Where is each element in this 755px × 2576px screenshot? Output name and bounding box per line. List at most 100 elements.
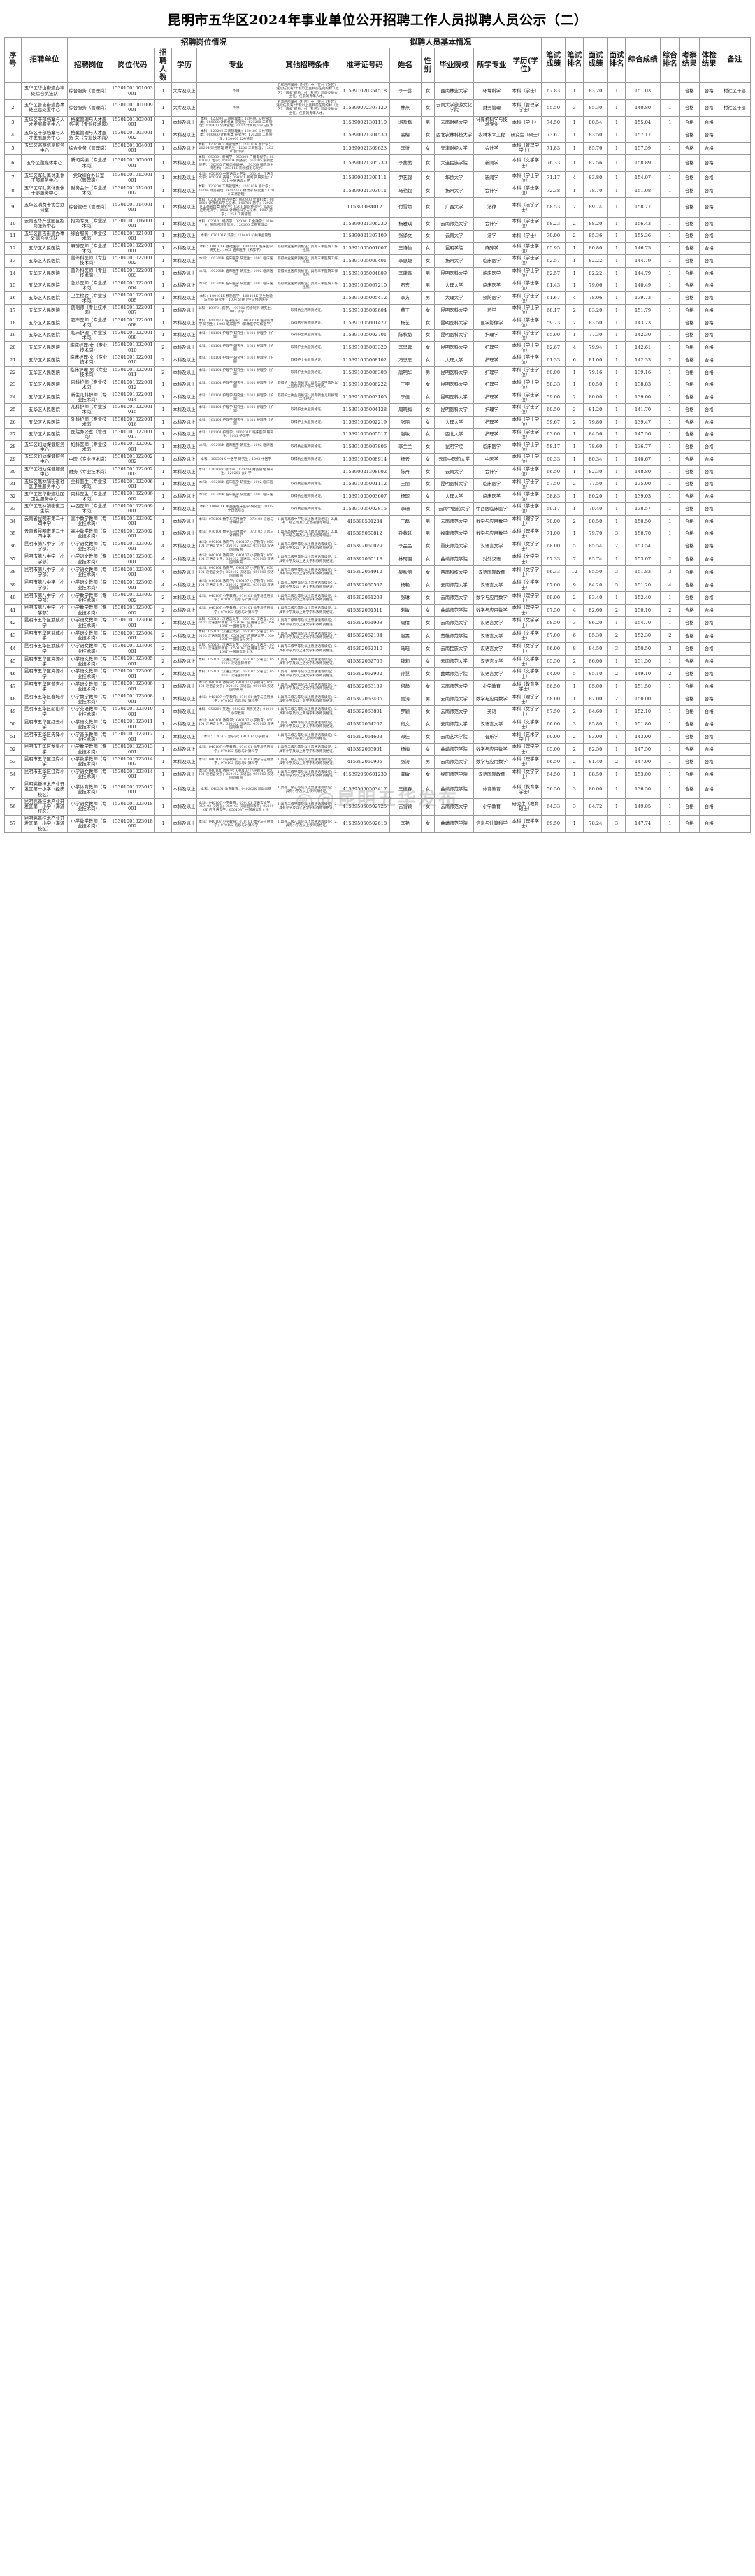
row-major: 本科：101101 护理学；100201K 临床医学 研究生：1011 护理学 <box>196 428 276 442</box>
row-name: 李珊 <box>389 502 422 516</box>
row-school: 昆明医科大学 <box>434 304 475 317</box>
row-total-score: 147.50 <box>625 743 661 756</box>
table-row: 30 五华区妇幼保健服务中心 财务（专业技术岗） 15301001022002003 1… <box>4 465 752 479</box>
row-interview-rank: 1 <box>607 154 626 172</box>
row-index: 35 <box>4 527 22 541</box>
row-name: 张译文 <box>389 229 422 243</box>
row-unit: 五华区普吉街道办事处综合执法队 <box>20 229 69 243</box>
row-headcount: 1 <box>154 453 172 466</box>
row-index: 52 <box>4 743 22 756</box>
row-gender: 女 <box>420 815 436 833</box>
row-exam-number: 115391005004128 <box>339 403 390 417</box>
row-interview-rank: 1 <box>607 99 626 117</box>
row-total-rank: 1 <box>659 82 680 100</box>
row-written-rank: 2 <box>565 730 584 744</box>
row-post-code: 15301001023018002 <box>109 815 156 833</box>
row-other-conditions: 取得护士执业资格证。 <box>275 354 340 367</box>
row-name: 李一菩 <box>389 82 422 100</box>
row-school: 云南师范大学 <box>434 797 475 816</box>
row-post-code: 15301001023002001 <box>109 527 156 541</box>
row-interview-score: 84.20 <box>583 578 608 593</box>
row-written-score: 60.00 <box>540 730 566 744</box>
row-headcount: 1 <box>154 755 172 769</box>
header-post: 招聘岗位 <box>67 48 110 84</box>
row-unit: 五华区人民医院 <box>20 378 69 392</box>
row-headcount: 2 <box>154 667 172 681</box>
row-physical-result: 合格 <box>698 304 719 317</box>
row-interview-rank: 1 <box>607 341 626 355</box>
row-post: 小学数学教师（专业技术岗） <box>67 591 110 605</box>
row-total-score: 150.10 <box>625 604 661 617</box>
row-inspection-result: 合格 <box>679 705 700 718</box>
row-written-rank: 3 <box>565 717 584 732</box>
row-remark <box>718 693 752 707</box>
table-row: 17 五华区人民医院 药剂师（专业技术岗） 15301001022001007 1 本科及… <box>4 304 752 317</box>
row-study-major: 信息与计算科学 <box>473 815 510 833</box>
row-post: 内科护师（专业技术岗） <box>67 378 110 392</box>
row-interview-rank: 1 <box>607 743 626 756</box>
row-gender: 男 <box>420 279 436 293</box>
row-headcount: 4 <box>154 552 172 567</box>
row-headcount: 1 <box>154 115 172 130</box>
row-inspection-result: 合格 <box>679 279 700 293</box>
row-headcount: 1 <box>154 797 172 816</box>
header-interview-score: 面试成绩 <box>583 36 608 84</box>
row-other-conditions: 1.具有二级甲等及以上普通话等级证；2.具有小学及以上语文学科教师资格证。 <box>275 578 340 593</box>
row-interview-score: 80.20 <box>583 490 608 504</box>
row-post: 儿科护师（专业技术岗） <box>67 403 110 417</box>
row-interview-score: 80.54 <box>583 115 608 130</box>
row-exam-number: 115390021303911 <box>339 184 390 198</box>
row-school: 重庆师范大学 <box>434 540 475 553</box>
row-education: 本科及以上 <box>171 743 198 756</box>
row-post: 综合业务（管理岗） <box>67 141 110 156</box>
row-written-score: 67.00 <box>540 629 566 643</box>
row-written-score: 59.67 <box>540 415 566 429</box>
row-headcount: 1 <box>154 428 172 442</box>
row-education: 本科及以上 <box>171 705 198 718</box>
row-exam-number: 115390084012 <box>339 196 390 218</box>
row-study-major: 数学与应用数学 <box>473 514 510 528</box>
row-index: 8 <box>4 184 22 198</box>
row-inspection-result: 合格 <box>679 679 700 694</box>
row-index: 19 <box>4 328 22 342</box>
row-physical-result: 合格 <box>698 730 719 744</box>
row-school: 昆明医科大学 <box>434 378 475 392</box>
row-inspection-result: 合格 <box>679 242 700 256</box>
row-total-rank: 2 <box>659 629 680 643</box>
row-gender: 女 <box>420 440 436 454</box>
row-interview-rank: 1 <box>607 328 626 342</box>
row-post-code: 15301001003001001 <box>109 115 156 130</box>
row-gender: 女 <box>420 616 436 630</box>
row-post: 综合服务（专业技术岗） <box>67 229 110 243</box>
row-unit: 五华区人民医院 <box>20 242 69 256</box>
table-row: 25 五华区人民医院 儿科护师（专业技术岗） 15301001022001015 1 本科… <box>4 403 752 417</box>
row-written-score: 66.00 <box>540 717 566 732</box>
row-name: 李思蓉 <box>389 341 422 355</box>
row-education: 大专及以上 <box>171 82 198 100</box>
row-index: 4 <box>4 129 22 143</box>
row-total-score: 151.20 <box>625 578 661 593</box>
row-education: 本科及以上 <box>171 354 198 367</box>
row-name: 高榕 <box>389 129 422 143</box>
row-unit: 昆明市五华区普吉小学 <box>20 679 69 694</box>
row-written-rank: 1 <box>565 815 584 833</box>
row-physical-result: 合格 <box>698 242 719 256</box>
row-remark <box>718 254 752 268</box>
recruitment-results-table: 序号 招聘单位 招聘岗位情况 拟聘人员基本情况 笔试成绩 笔试排名 面试成绩 面… <box>4 36 752 833</box>
row-post-code: 15301001023003001 <box>109 578 156 593</box>
row-unit: 五华区人民医院 <box>20 341 69 355</box>
row-physical-result: 合格 <box>698 693 719 707</box>
row-index: 38 <box>4 565 22 579</box>
row-written-rank: 1 <box>565 366 584 379</box>
row-total-score: 151.80 <box>625 717 661 732</box>
row-exam-number: 415395050502618 <box>339 815 390 833</box>
row-total-score: 144.79 <box>625 266 661 280</box>
row-interview-rank: 1 <box>607 366 626 379</box>
row-unit: 昆明市五华区江岸小学 <box>20 755 69 769</box>
row-interview-score: 85.54 <box>583 540 608 553</box>
row-degree: 本科（学士学位） <box>509 242 542 256</box>
row-degree: 本科（学士学位） <box>509 316 542 330</box>
row-study-major: 汉语言文学 <box>473 642 510 656</box>
row-major: 本科：101101 护理学 研究生：1011 护理学（护理） <box>196 403 276 417</box>
row-school: 云南师范大学 <box>434 655 475 669</box>
